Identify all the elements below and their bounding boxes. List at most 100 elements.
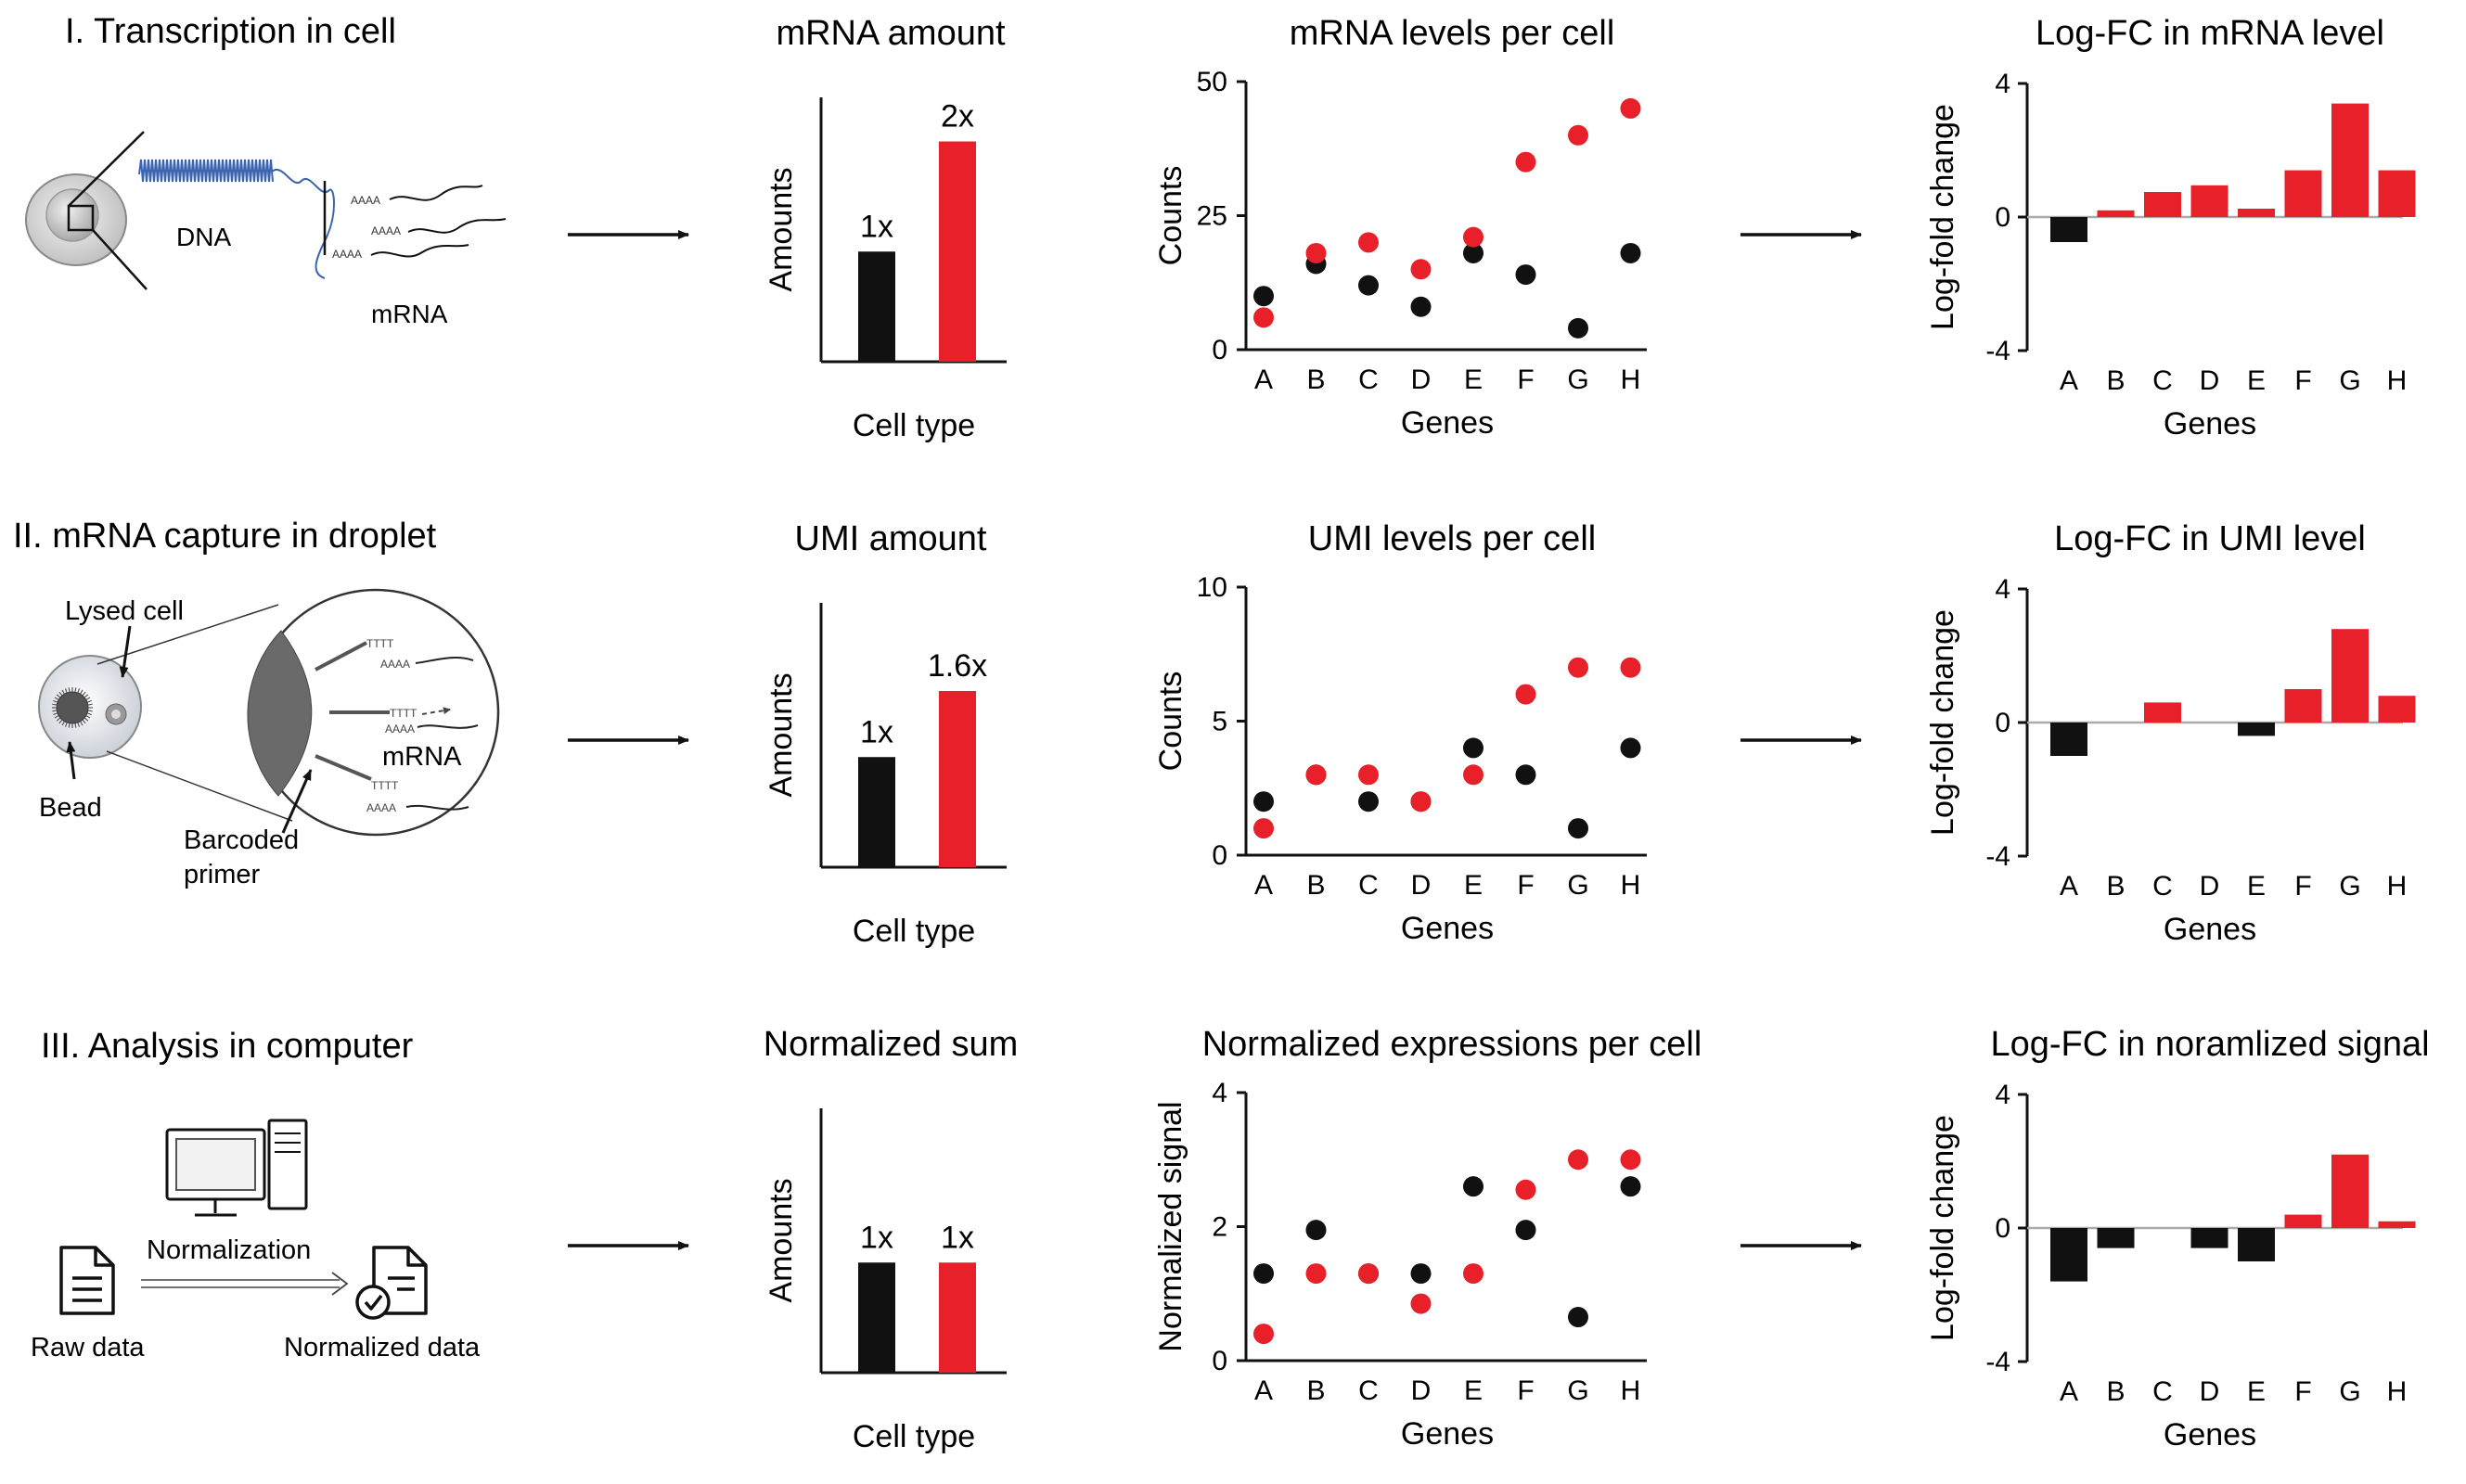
x-axis-label: Genes bbox=[2164, 1417, 2256, 1452]
x-axis-label: Cell type bbox=[853, 914, 975, 949]
logfc-bar bbox=[2284, 1214, 2322, 1228]
x-tick-label: F bbox=[1517, 365, 1534, 395]
lysed-cell-label: Lysed cell bbox=[65, 596, 184, 626]
x-axis-label: Genes bbox=[1401, 1416, 1494, 1452]
x-tick-label: F bbox=[2294, 365, 2311, 396]
black-point bbox=[1358, 791, 1379, 812]
y-tick-label: 4 bbox=[1995, 574, 2010, 605]
cell-illustration bbox=[25, 131, 148, 290]
computer-icon bbox=[165, 1119, 308, 1217]
flow-arrows bbox=[568, 230, 1862, 1250]
red-point bbox=[1358, 1263, 1379, 1285]
barcoded-label: Barcoded bbox=[184, 825, 299, 855]
x-tick-label: D bbox=[1411, 870, 1432, 901]
y-tick-label: 0 bbox=[1212, 335, 1227, 365]
chart-title: Log-FC in mRNA level bbox=[2036, 14, 2384, 53]
red-point bbox=[1463, 764, 1483, 786]
x-tick-label: G bbox=[1567, 365, 1588, 395]
amount-bar bbox=[858, 1262, 895, 1373]
x-tick-label: A bbox=[1254, 1375, 1273, 1406]
red-point bbox=[1620, 97, 1641, 119]
chart-title: Log-FC in UMI level bbox=[2054, 519, 2366, 558]
x-tick-label: A bbox=[1254, 365, 1273, 395]
scatter-chart: UMI levels per cell 0 5 10 A B C D E F G H Counts Gen… bbox=[1153, 519, 1647, 946]
x-tick-label: B bbox=[2106, 1376, 2125, 1407]
x-tick-label: G bbox=[1567, 1375, 1588, 1406]
y-axis-label: Counts bbox=[1153, 672, 1188, 772]
y-tick-label: 4 bbox=[1995, 69, 2010, 99]
x-tick-label: F bbox=[2294, 871, 2311, 902]
x-tick-label: D bbox=[1411, 365, 1432, 395]
x-tick-label: B bbox=[1306, 870, 1325, 901]
x-axis-label: Cell type bbox=[853, 408, 975, 443]
x-tick-label: E bbox=[1464, 1375, 1483, 1406]
y-tick-label: 0 bbox=[1995, 1213, 2010, 1244]
black-point bbox=[1463, 737, 1483, 759]
x-tick-label: D bbox=[2200, 1376, 2220, 1407]
logfc-bar bbox=[2144, 192, 2181, 217]
logfc-bar bbox=[2238, 1228, 2275, 1261]
y-tick-label: -4 bbox=[1985, 1347, 2010, 1377]
black-point bbox=[1515, 1220, 1536, 1241]
logfc-bar bbox=[2284, 689, 2322, 723]
logfc-bar bbox=[2331, 1154, 2369, 1228]
svg-text:TTTT: TTTT bbox=[371, 779, 399, 792]
svg-text:AAAA: AAAA bbox=[332, 248, 362, 261]
y-tick-label: 0 bbox=[1995, 708, 2010, 738]
y-tick-label: -4 bbox=[1985, 336, 2010, 366]
black-point bbox=[1463, 1176, 1483, 1197]
svg-text:AAAA: AAAA bbox=[380, 658, 410, 671]
logfc-bar bbox=[2284, 170, 2322, 217]
x-tick-label: B bbox=[1306, 365, 1325, 395]
x-tick-label: D bbox=[2200, 871, 2220, 902]
section-title-analysis: III. Analysis in computer bbox=[41, 1027, 414, 1066]
x-axis-label: Genes bbox=[2164, 912, 2256, 947]
red-point bbox=[1620, 657, 1641, 678]
normalize-arrow bbox=[141, 1272, 349, 1296]
mrna-strands bbox=[323, 181, 507, 258]
logfc-bar bbox=[2190, 185, 2228, 217]
red-point bbox=[1305, 1263, 1327, 1285]
logfc-bar bbox=[2331, 103, 2369, 217]
red-point bbox=[1568, 124, 1588, 146]
y-tick-label: 4 bbox=[1995, 1080, 2010, 1110]
chart-title: Normalized expressions per cell bbox=[1202, 1025, 1702, 1064]
bar-data-label: 1x bbox=[941, 1220, 974, 1255]
x-tick-label: H bbox=[1621, 870, 1641, 901]
bar-data-label: 1x bbox=[860, 209, 893, 244]
y-tick-label: -4 bbox=[1985, 841, 2010, 872]
x-tick-label: F bbox=[2294, 1376, 2311, 1407]
red-point bbox=[1463, 1263, 1483, 1285]
chart-title: UMI amount bbox=[795, 519, 987, 558]
x-tick-label: G bbox=[2339, 871, 2360, 902]
section-title-capture: II. mRNA capture in droplet bbox=[13, 517, 437, 556]
droplet-mrna-label: mRNA bbox=[382, 742, 462, 772]
y-tick-label: 10 bbox=[1197, 572, 1227, 603]
y-tick-label: 2 bbox=[1212, 1212, 1227, 1243]
amount-chart: mRNA amount Amounts Cell type 1x 2x bbox=[764, 14, 1007, 443]
red-point bbox=[1305, 764, 1327, 786]
black-point bbox=[1620, 737, 1641, 759]
bead-label: Bead bbox=[39, 793, 102, 823]
red-point bbox=[1568, 1149, 1588, 1171]
amount-bar bbox=[939, 1262, 976, 1373]
logfc-chart: Log-FC in mRNA level -4 0 4 A B C D E F G H Log-fold… bbox=[1925, 14, 2416, 441]
x-tick-label: C bbox=[1358, 1375, 1379, 1406]
x-tick-label: E bbox=[2247, 1376, 2266, 1407]
black-point bbox=[1515, 264, 1536, 286]
polya-tails: AAAA AAAA AAAA bbox=[332, 194, 401, 261]
x-tick-label: D bbox=[2200, 365, 2220, 396]
y-axis-label: Counts bbox=[1153, 166, 1188, 266]
logfc-bar bbox=[2050, 217, 2087, 242]
droplet-illustration: TTTT TTTT TTTT AAAA AAAA AAAA bbox=[38, 588, 500, 837]
red-point bbox=[1253, 818, 1274, 839]
svg-text:AAAA: AAAA bbox=[366, 801, 396, 814]
chart-title: mRNA amount bbox=[776, 14, 1006, 53]
y-axis-label: Normalized signal bbox=[1153, 1101, 1188, 1351]
black-point bbox=[1410, 296, 1432, 317]
scatter-chart: mRNA levels per cell 0 25 50 A B C D E F G H Counts G… bbox=[1153, 14, 1647, 441]
x-tick-label: C bbox=[1358, 870, 1379, 901]
x-tick-label: C bbox=[2152, 365, 2173, 396]
logfc-bar bbox=[2331, 629, 2369, 723]
